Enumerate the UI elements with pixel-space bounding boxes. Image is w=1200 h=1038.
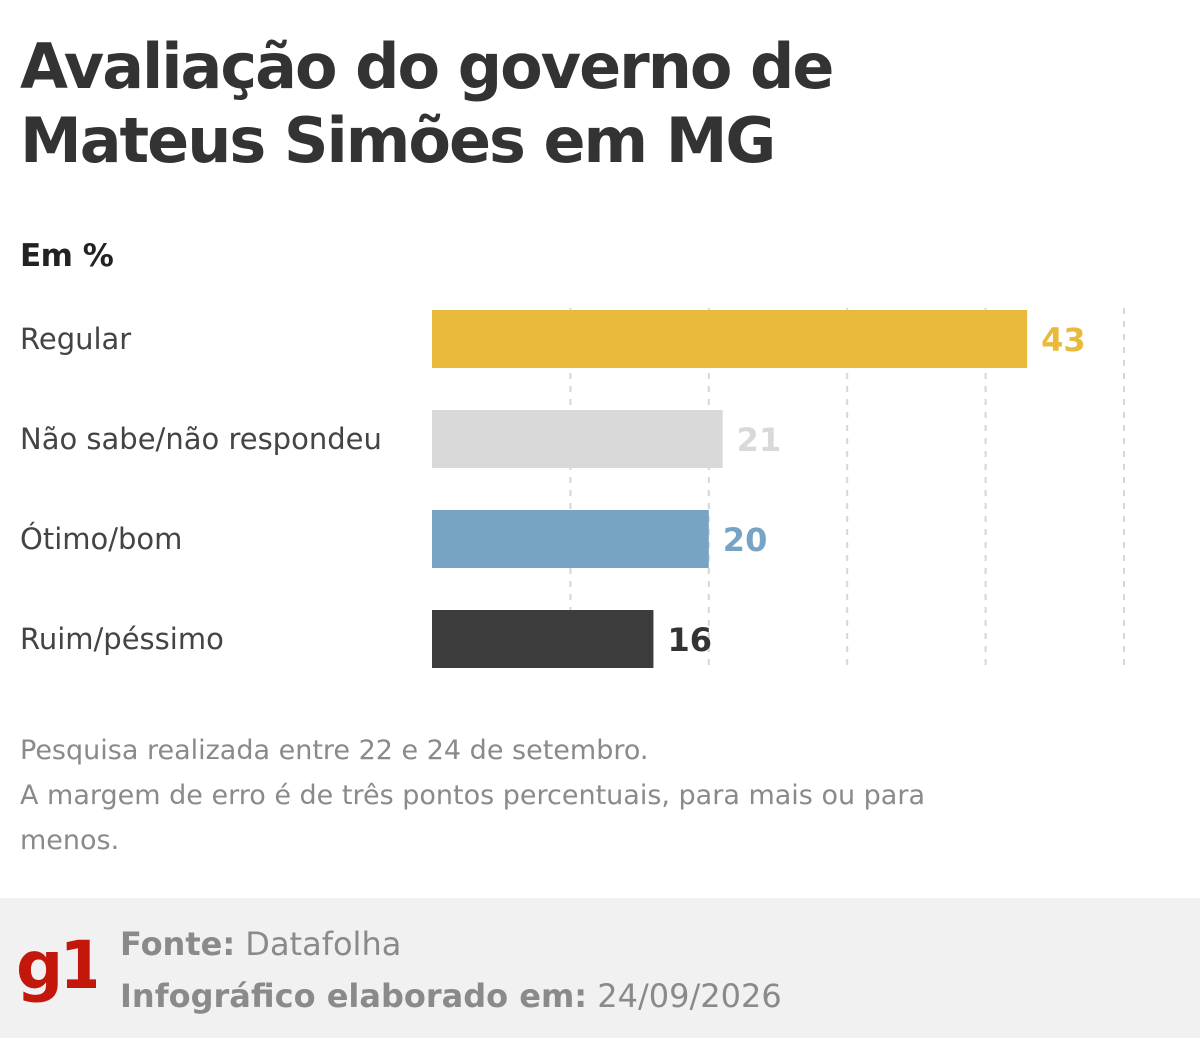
category-label: Ótimo/bom xyxy=(20,522,182,556)
note-margin: A margem de erro é de três pontos percen… xyxy=(20,780,926,856)
bar-chart: Regular 43 Não sabe/não respondeu 21 Ótimo/b… xyxy=(20,308,1125,670)
bar xyxy=(432,510,709,568)
source-label: Fonte: xyxy=(120,925,236,963)
chart-title-line-2: Mateus Simões em MG xyxy=(20,104,776,177)
value-label: 21 xyxy=(737,421,782,459)
date-label: Infográfico elaborado em: xyxy=(120,977,588,1015)
source-value: Datafolha xyxy=(245,925,402,963)
bar xyxy=(432,410,723,468)
category-label: Não sabe/não respondeu xyxy=(20,422,382,456)
source-line: Fonte: Datafolha xyxy=(120,918,782,970)
source-block: Fonte: Datafolha Infográfico elaborado e… xyxy=(120,918,782,1022)
footer: g1 Fonte: Datafolha Infográfico elaborad… xyxy=(0,898,1200,1038)
unit-label: Em % xyxy=(20,238,114,274)
bar xyxy=(432,610,654,668)
date-line: Infográfico elaborado em: 24/09/2026 xyxy=(120,970,782,1022)
chart-title: Avaliação do governo de Mateus Simões em… xyxy=(20,30,1180,178)
category-label: Regular xyxy=(20,322,131,356)
g1-logo-icon: g1 xyxy=(16,927,96,1004)
chart-title-line-1: Avaliação do governo de xyxy=(20,30,834,103)
note-period: Pesquisa realizada entre 22 e 24 de sete… xyxy=(20,735,649,766)
value-label: 43 xyxy=(1041,321,1086,359)
value-label: 16 xyxy=(667,621,712,659)
date-value: 24/09/2026 xyxy=(597,977,782,1015)
bar xyxy=(432,310,1028,368)
g1-logo-text: g1 xyxy=(16,927,96,1004)
category-label: Ruim/péssimo xyxy=(20,622,224,656)
value-label: 20 xyxy=(723,521,768,559)
notes: Pesquisa realizada entre 22 e 24 de sete… xyxy=(20,728,1020,863)
